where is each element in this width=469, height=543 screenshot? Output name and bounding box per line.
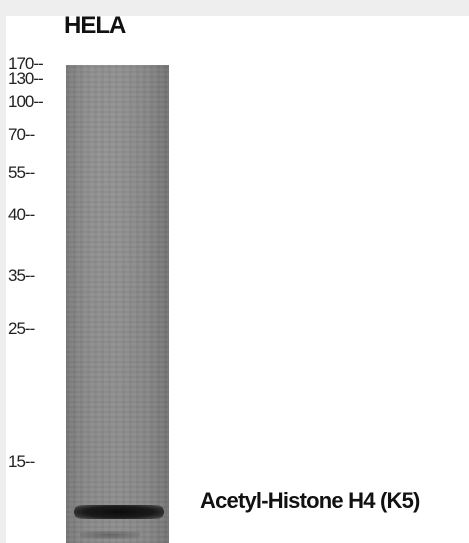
target-label: Acetyl-Histone H4 (K5) (200, 488, 420, 513)
marker-35: 35-- (8, 266, 35, 285)
marker-15: 15-- (8, 452, 35, 471)
marker-100: 100-- (8, 92, 44, 111)
marker-25: 25-- (8, 319, 35, 338)
marker-55: 55-- (8, 163, 35, 182)
lane-texture (66, 65, 169, 543)
marker-130: 130-- (8, 69, 44, 88)
target-band (74, 505, 164, 519)
lane-label: HELA (64, 12, 126, 39)
marker-70: 70-- (8, 125, 35, 144)
marker-170: 170-- (8, 54, 44, 73)
marker-40: 40-- (8, 205, 35, 224)
blot-lane (66, 65, 169, 543)
faint-band (80, 531, 140, 539)
